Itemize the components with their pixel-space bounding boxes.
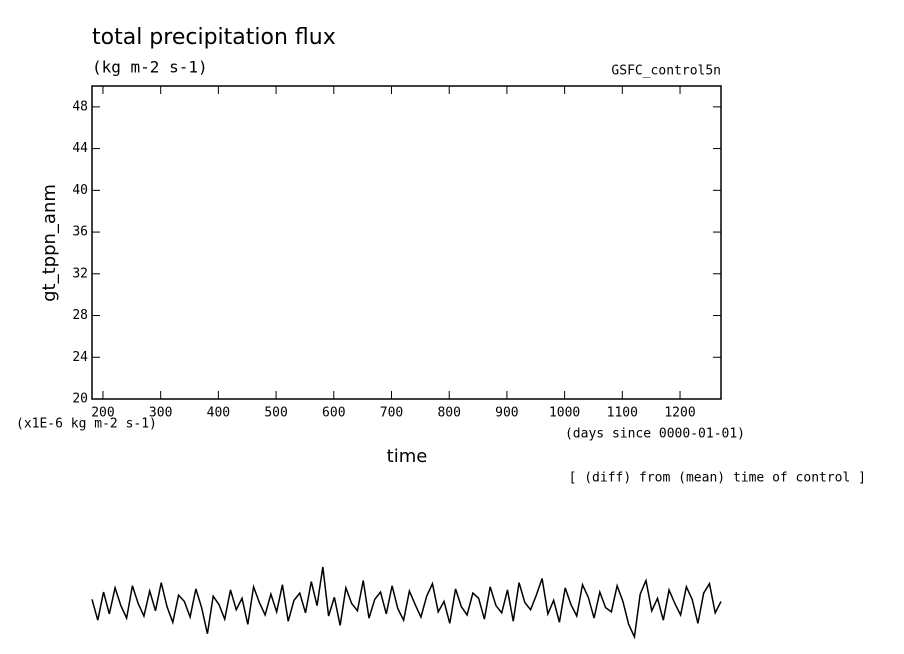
y-tick-label: 20 [72,392,88,407]
y-tick-label: 48 [72,99,88,114]
y-tick-label: 36 [72,225,88,240]
note: [ (diff) from (mean) time of control ] [569,471,866,486]
chart-title: total precipitation flux [92,25,336,50]
x-tick-label: 600 [322,406,345,421]
subtitle: (kg m-2 s-1) [92,58,208,77]
x-tick-label: 500 [264,406,287,421]
x-tick-label: 800 [437,406,460,421]
y-tick-label: 32 [72,266,88,281]
x-tick-label: 200 [91,406,114,421]
y-tick-label: 24 [72,350,88,365]
x-tick-label: 700 [380,406,403,421]
y-tick-label: 28 [72,308,88,323]
x-tick-label: 300 [149,406,172,421]
x-axis-label: time [387,446,428,467]
y-unit: (x1E-6 kg m-2 s-1) [16,417,157,432]
x-tick-label: 1200 [664,406,695,421]
x-tick-label: 400 [207,406,230,421]
x-tick-label: 1000 [549,406,580,421]
y-tick-label: 40 [72,183,88,198]
experiment: GSFC_control5n [611,64,721,79]
x-tick-label: 1100 [607,406,638,421]
data-line [91,566,722,640]
y-tick-label: 44 [72,141,88,156]
y-axis-label: gt_tppn_anm [39,184,60,302]
x-tick-label: 900 [495,406,518,421]
plot-frame [91,85,722,400]
x-unit: (days since 0000-01-01) [565,427,745,442]
